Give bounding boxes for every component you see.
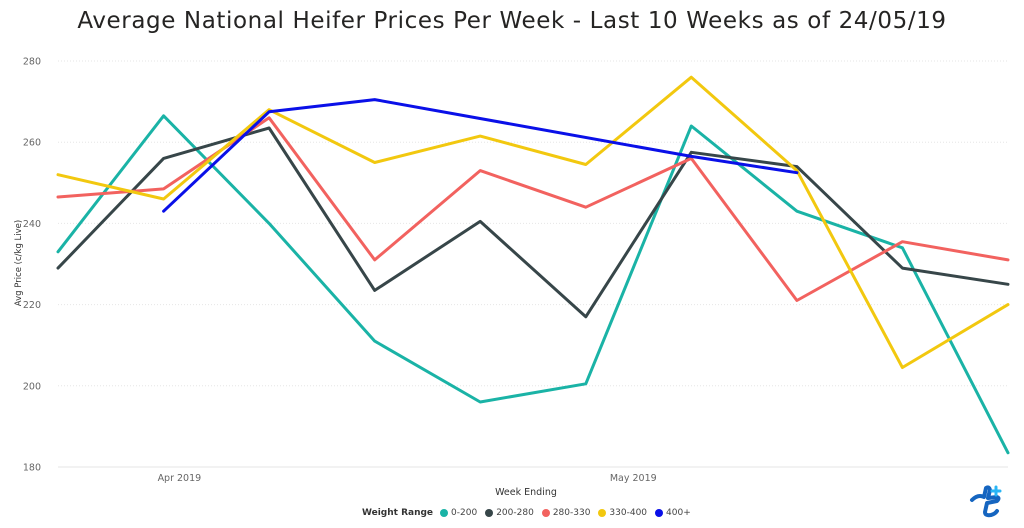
series-line[interactable] <box>56 126 1010 319</box>
chart-title: Average National Heifer Prices Per Week … <box>77 8 947 34</box>
legend-label: 400+ <box>666 508 691 518</box>
x-tick-label: May 2019 <box>610 473 657 484</box>
legend-title: Weight Range <box>362 508 434 518</box>
legend-marker <box>440 509 449 517</box>
legend-label: 200-280 <box>496 508 534 518</box>
y-tick-label: 260 <box>23 138 41 149</box>
legend: Weight Range 0-200 200-280 280-330 330-4… <box>362 506 699 520</box>
legend-label: 330-400 <box>609 508 648 518</box>
brand-logo-icon <box>970 485 1002 518</box>
legend-marker <box>655 509 664 517</box>
legend-marker <box>541 509 550 517</box>
x-tick-label: Apr 2019 <box>158 473 202 484</box>
series-400-plus[interactable] <box>162 98 799 213</box>
y-tick-label: 200 <box>23 381 41 392</box>
legend-item-400-plus[interactable]: 400+ <box>655 508 691 518</box>
x-axis-title: Week Ending <box>495 487 557 498</box>
legend-item-330-400[interactable]: 330-400 <box>598 508 647 518</box>
legend-label: 280-330 <box>552 508 591 518</box>
legend-item-0-200[interactable]: 0-200 <box>440 508 477 518</box>
series-280-330[interactable] <box>56 116 1010 302</box>
series-line[interactable] <box>56 116 1010 302</box>
y-tick-label: 220 <box>23 300 41 311</box>
y-axis-ticks: 180 200 220 240 260 280 <box>23 57 41 474</box>
series-line[interactable] <box>56 114 1010 455</box>
y-tick-label: 240 <box>23 219 41 230</box>
legend-marker <box>485 509 494 517</box>
series-lines <box>56 75 1010 455</box>
y-axis-title: Avg Price (c/kg Live) <box>14 220 24 306</box>
series-0-200[interactable] <box>56 114 1010 455</box>
grid-lines <box>58 60 1008 468</box>
series-200-280[interactable] <box>56 126 1010 319</box>
x-axis-ticks: Apr 2019 May 2019 <box>158 473 657 484</box>
legend-label: 0-200 <box>451 508 478 518</box>
legend-item-280-330[interactable]: 280-330 <box>541 508 591 518</box>
legend-item-200-280[interactable]: 200-280 <box>485 508 534 518</box>
series-line[interactable] <box>162 98 799 213</box>
y-tick-label: 180 <box>23 463 41 474</box>
y-tick-label: 280 <box>23 57 41 68</box>
series-line[interactable] <box>56 75 1010 369</box>
legend-marker <box>598 509 607 517</box>
series-330-400[interactable] <box>56 75 1010 369</box>
